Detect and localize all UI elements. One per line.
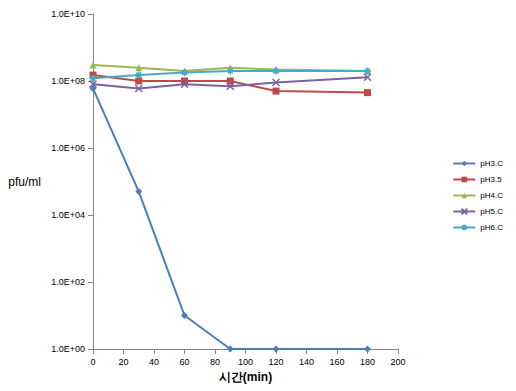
svg-text:1.0E+00: 1.0E+00 (51, 344, 85, 354)
svg-text:pH6.C: pH6.C (480, 223, 503, 232)
svg-text:0: 0 (90, 357, 95, 367)
svg-text:160: 160 (329, 357, 344, 367)
svg-text:pH4.C: pH4.C (480, 191, 503, 200)
svg-text:1.0E+06: 1.0E+06 (51, 143, 85, 153)
svg-text:pfu/ml: pfu/ml (8, 175, 41, 189)
svg-text:120: 120 (268, 357, 283, 367)
svg-text:100: 100 (238, 357, 253, 367)
svg-text:40: 40 (149, 357, 159, 367)
svg-text:180: 180 (360, 357, 375, 367)
svg-text:1.0E+08: 1.0E+08 (51, 76, 85, 86)
svg-text:60: 60 (179, 357, 189, 367)
svg-text:1.0E+02: 1.0E+02 (51, 277, 85, 287)
svg-text:20: 20 (118, 357, 128, 367)
svg-text:200: 200 (390, 357, 405, 367)
svg-text:pH3.C: pH3.C (480, 159, 503, 168)
svg-text:140: 140 (299, 357, 314, 367)
svg-text:시간(min): 시간(min) (219, 370, 272, 384)
svg-text:1.0E+10: 1.0E+10 (51, 9, 85, 19)
svg-text:1.0E+04: 1.0E+04 (51, 210, 85, 220)
svg-text:pH5.C: pH5.C (480, 207, 503, 216)
svg-text:80: 80 (210, 357, 220, 367)
svg-text:pH3.5: pH3.5 (480, 175, 502, 184)
